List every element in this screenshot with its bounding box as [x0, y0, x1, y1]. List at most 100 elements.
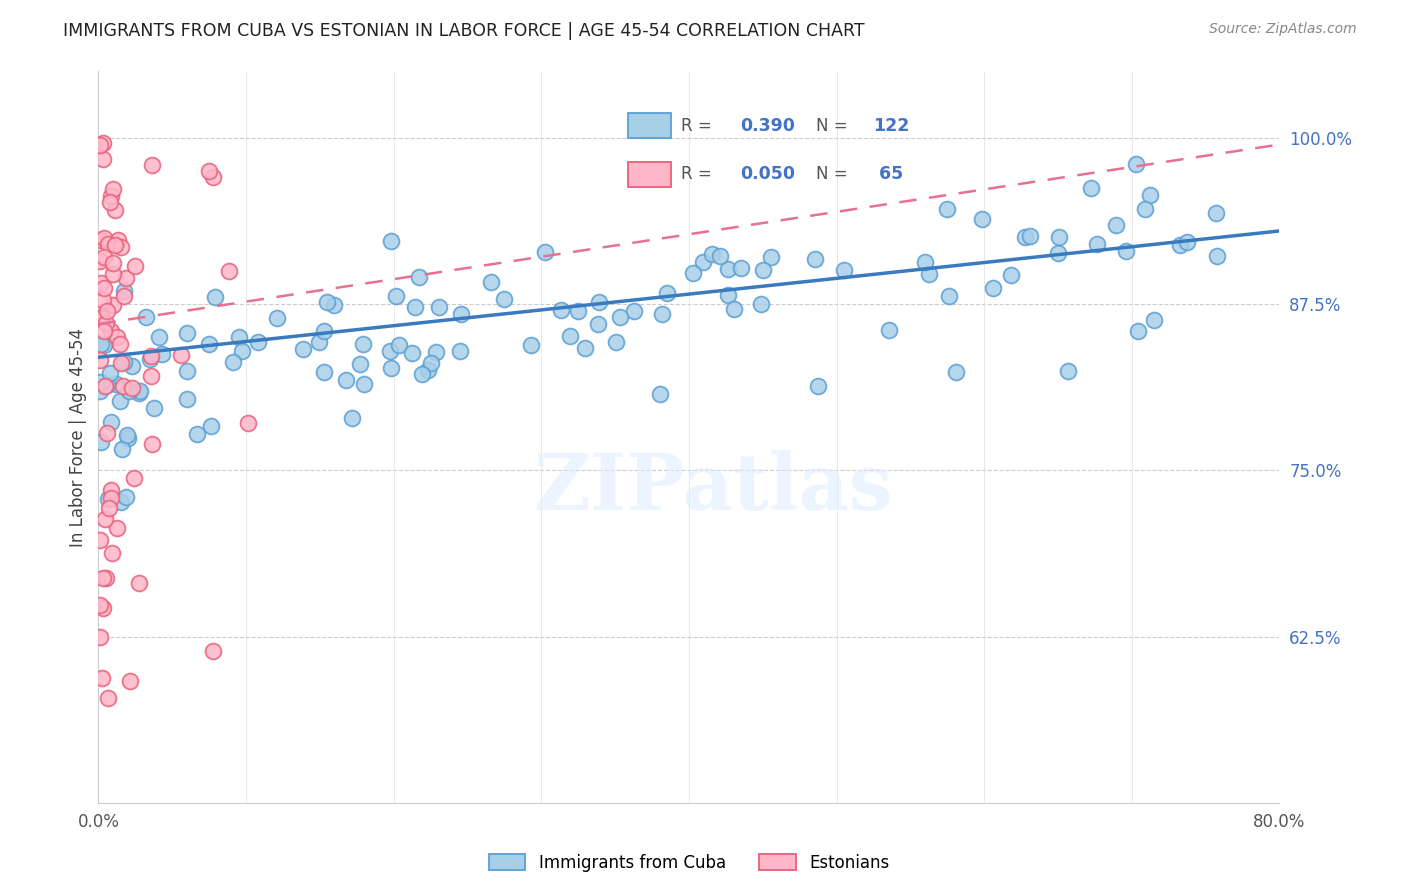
Text: N =: N = — [817, 165, 853, 183]
Point — [730, 260, 752, 275]
Point — [558, 329, 581, 343]
Point — [204, 290, 226, 304]
Point — [761, 250, 783, 264]
Point — [148, 329, 170, 343]
Point — [655, 285, 678, 300]
Point — [1168, 237, 1191, 252]
Point — [110, 240, 132, 254]
Point — [981, 281, 1004, 295]
Point — [100, 415, 122, 429]
Point — [97, 690, 120, 705]
Point — [115, 271, 138, 285]
Point — [198, 337, 221, 351]
Point — [1205, 206, 1227, 220]
Point — [228, 329, 250, 343]
Point — [90, 277, 112, 291]
Point — [112, 379, 135, 393]
Point — [103, 256, 125, 270]
Point — [218, 263, 240, 277]
Point — [143, 401, 166, 415]
Point — [322, 298, 344, 312]
Point — [90, 233, 112, 247]
Point — [115, 427, 138, 442]
Point — [1080, 181, 1102, 195]
Point — [97, 237, 120, 252]
Point — [1175, 235, 1198, 249]
Point — [129, 384, 152, 399]
Point — [100, 491, 122, 505]
Point — [651, 307, 673, 321]
Point — [832, 263, 855, 277]
Point — [98, 194, 121, 209]
Point — [96, 378, 118, 392]
Point — [90, 336, 112, 351]
Point — [1139, 187, 1161, 202]
Point — [93, 231, 115, 245]
Point — [807, 378, 830, 392]
Point — [112, 354, 135, 368]
Point — [567, 304, 589, 318]
Point — [1047, 246, 1070, 260]
Point — [378, 343, 401, 358]
Bar — [628, 161, 671, 186]
Point — [98, 366, 121, 380]
Point — [91, 671, 114, 685]
Point — [1133, 202, 1156, 217]
Point — [104, 203, 127, 218]
Point — [104, 238, 127, 252]
Point — [93, 338, 115, 352]
Point — [1206, 249, 1229, 263]
Point — [101, 546, 124, 560]
Point — [124, 260, 146, 274]
Text: 0.050: 0.050 — [741, 165, 796, 183]
Point — [91, 136, 114, 150]
Point — [1087, 237, 1109, 252]
Point — [416, 362, 439, 376]
Point — [692, 255, 714, 269]
Point — [709, 248, 731, 262]
Point — [1126, 324, 1149, 338]
Point — [90, 311, 112, 326]
Point — [108, 337, 131, 351]
Point — [246, 335, 269, 350]
Point — [141, 158, 163, 172]
Point — [450, 307, 472, 321]
Point — [494, 292, 516, 306]
Point — [111, 442, 134, 457]
Point — [877, 323, 900, 337]
Point — [648, 387, 671, 401]
Point — [353, 376, 375, 391]
Point — [404, 301, 426, 315]
Point — [1019, 228, 1042, 243]
Point — [349, 357, 371, 371]
Point — [970, 212, 993, 227]
Point — [96, 425, 118, 440]
Point — [93, 251, 115, 265]
Point — [550, 302, 572, 317]
Point — [94, 316, 117, 330]
Point — [170, 348, 193, 362]
Point — [429, 300, 451, 314]
Point — [114, 490, 136, 504]
Point — [112, 284, 135, 298]
Point — [91, 310, 114, 324]
Point — [91, 600, 114, 615]
Point — [100, 324, 122, 338]
Point — [94, 379, 117, 393]
Point — [135, 310, 157, 324]
Point — [752, 262, 775, 277]
Point — [202, 643, 225, 657]
Point — [1104, 218, 1126, 232]
Point — [316, 295, 339, 310]
Point — [186, 426, 208, 441]
Point — [90, 435, 112, 450]
Point — [335, 373, 357, 387]
Point — [101, 267, 124, 281]
Point — [1000, 268, 1022, 282]
Point — [449, 343, 471, 358]
Point — [914, 254, 936, 268]
Point — [93, 280, 115, 294]
Point — [105, 376, 128, 391]
Point — [401, 346, 423, 360]
Point — [89, 533, 111, 548]
